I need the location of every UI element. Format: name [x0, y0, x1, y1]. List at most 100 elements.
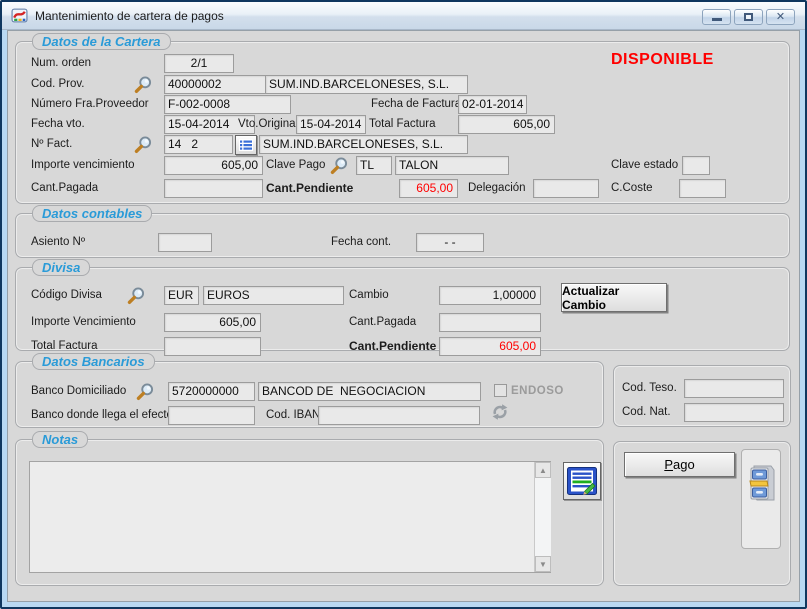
cod-nat-label: Cod. Nat.	[622, 406, 671, 418]
notes-icon	[567, 467, 597, 495]
app-icon	[11, 7, 28, 24]
group-datos-cartera-title: Datos de la Cartera	[32, 33, 171, 50]
fecha-vto-label: Fecha vto.	[31, 118, 85, 130]
group-datos-contables-title: Datos contables	[32, 205, 153, 222]
close-icon: ✕	[775, 10, 786, 23]
scroll-up-icon[interactable]: ▲	[535, 462, 551, 478]
group-datos-bancarios	[15, 361, 604, 428]
cod-teso-label: Cod. Teso.	[622, 382, 677, 394]
banco-efecto-label: Banco donde llega el efecto	[31, 409, 173, 421]
titlebar[interactable]: Mantenimiento de cartera de pagos ✕	[2, 2, 805, 30]
banco-domiciliado-label: Banco Domiciliado	[31, 385, 127, 397]
cod-teso-field[interactable]	[684, 379, 784, 398]
cod-prov-field[interactable]: 40000002	[164, 75, 269, 94]
divisa-total-factura-field[interactable]	[164, 337, 261, 356]
cant-pagada-label: Cant.Pagada	[31, 182, 99, 194]
asiento-field[interactable]	[158, 233, 212, 252]
fecha-factura-field[interactable]: 02-01-2014	[458, 95, 527, 114]
delegacion-label: Delegación	[468, 182, 526, 194]
codigo-divisa-label: Código Divisa	[31, 289, 102, 301]
importe-vencimiento-label: Importe vencimiento	[31, 159, 135, 171]
c-coste-field[interactable]	[679, 179, 726, 198]
importe-vencimiento-field[interactable]: 605,00	[164, 156, 263, 175]
c-coste-label: C.Coste	[611, 182, 653, 194]
num-fact-list-button[interactable]	[235, 135, 257, 155]
fecha-cont-field[interactable]: - -	[416, 233, 484, 252]
group-datos-bancarios-title: Datos Bancarios	[32, 353, 155, 370]
notes-textarea[interactable]	[29, 461, 551, 573]
scroll-down-icon[interactable]: ▼	[535, 556, 551, 572]
num-fact-search-icon[interactable]	[134, 135, 153, 154]
cod-prov-search-icon[interactable]	[134, 75, 153, 94]
restore-icon	[744, 13, 753, 21]
group-notas-title: Notas	[32, 431, 89, 448]
group-notas	[15, 439, 604, 586]
num-fra-label: Número Fra.Proveedor	[31, 98, 149, 110]
divisa-importe-vencimiento-field[interactable]: 605,00	[164, 313, 261, 332]
notes-scrollbar[interactable]: ▲ ▼	[534, 462, 551, 572]
archive-button[interactable]	[741, 449, 781, 549]
codigo-divisa-search-icon[interactable]	[127, 286, 146, 305]
pago-button-label: Pago	[664, 457, 695, 472]
file-cabinet-icon	[746, 464, 776, 504]
group-datos-cartera	[15, 41, 790, 204]
fecha-cont-label: Fecha cont.	[331, 236, 392, 248]
minimize-button[interactable]	[702, 9, 731, 25]
num-orden-field[interactable]: 2/1	[164, 54, 234, 73]
cant-pagada-field[interactable]	[164, 179, 263, 198]
status-disponible: DISPONIBLE	[611, 51, 714, 68]
endoso-checkbox[interactable]	[494, 384, 507, 397]
delegacion-field[interactable]	[533, 179, 599, 198]
num-fact-name-field[interactable]: SUM.IND.BARCELONESES, S.L.	[259, 135, 468, 154]
group-divisa	[15, 267, 790, 351]
restore-button[interactable]	[734, 9, 763, 25]
window-title: Mantenimiento de cartera de pagos	[35, 8, 224, 23]
divisa-cant-pendiente-label: Cant.Pendiente	[349, 339, 437, 353]
clave-pago-label: Clave Pago	[266, 159, 326, 171]
banco-domiciliado-search-icon[interactable]	[136, 382, 155, 401]
vto-original-field[interactable]: 15-04-2014	[296, 115, 366, 134]
edit-notes-button[interactable]	[563, 462, 601, 500]
divisa-cant-pendiente-field[interactable]: 605,00	[439, 337, 541, 356]
cod-iban-field[interactable]	[318, 406, 480, 425]
num-fact-field[interactable]: 14 2	[164, 135, 233, 154]
clave-pago-desc-field[interactable]: TALON	[395, 156, 509, 175]
codigo-divisa-code-field[interactable]: EUR	[164, 286, 199, 305]
actualizar-cambio-button[interactable]: Actualizar Cambio	[561, 283, 667, 312]
divisa-cant-pagada-label: Cant.Pagada	[349, 316, 417, 328]
refresh-iban-icon[interactable]	[491, 404, 509, 420]
banco-domiciliado-name-field[interactable]: BANCOD DE NEGOCIACION	[258, 382, 481, 401]
group-divisa-title: Divisa	[32, 259, 91, 276]
divisa-total-factura-label: Total Factura	[31, 340, 98, 352]
panel-actions	[613, 441, 791, 586]
banco-efecto-field[interactable]	[168, 406, 255, 425]
fecha-factura-label: Fecha de Factura	[371, 98, 462, 110]
close-button[interactable]: ✕	[766, 9, 795, 25]
window-controls: ✕	[702, 9, 795, 25]
cod-nat-field[interactable]	[684, 403, 784, 422]
cod-iban-label: Cod. IBAN	[266, 409, 321, 421]
cambio-label: Cambio	[349, 289, 389, 301]
clave-pago-code-field[interactable]: TL	[356, 156, 392, 175]
endoso-label: ENDOSO	[511, 385, 564, 397]
clave-pago-search-icon[interactable]	[330, 156, 349, 175]
clave-estado-field[interactable]	[682, 156, 710, 175]
panel-codigos	[613, 365, 791, 427]
cod-prov-name-field[interactable]: SUM.IND.BARCELONESES, S.L.	[265, 75, 468, 94]
list-icon	[239, 139, 253, 151]
banco-domiciliado-field[interactable]: 5720000000	[168, 382, 255, 401]
divisa-importe-vencimiento-label: Importe Vencimiento	[31, 316, 136, 328]
codigo-divisa-desc-field[interactable]: EUROS	[203, 286, 344, 305]
cambio-field[interactable]: 1,00000	[439, 286, 541, 305]
num-fra-field[interactable]: F-002-0008	[164, 95, 291, 114]
pago-button[interactable]: Pago	[624, 452, 735, 477]
divisa-cant-pagada-field[interactable]	[439, 313, 541, 332]
cant-pendiente-field[interactable]: 605,00	[399, 179, 458, 198]
total-factura-label: Total Factura	[369, 118, 436, 130]
total-factura-field[interactable]: 605,00	[458, 115, 555, 134]
minimize-icon	[711, 18, 722, 21]
vto-original-label: Vto.Original	[238, 118, 299, 130]
num-fact-label: Nº Fact.	[31, 138, 73, 150]
fecha-vto-field[interactable]: 15-04-2014	[164, 115, 255, 134]
